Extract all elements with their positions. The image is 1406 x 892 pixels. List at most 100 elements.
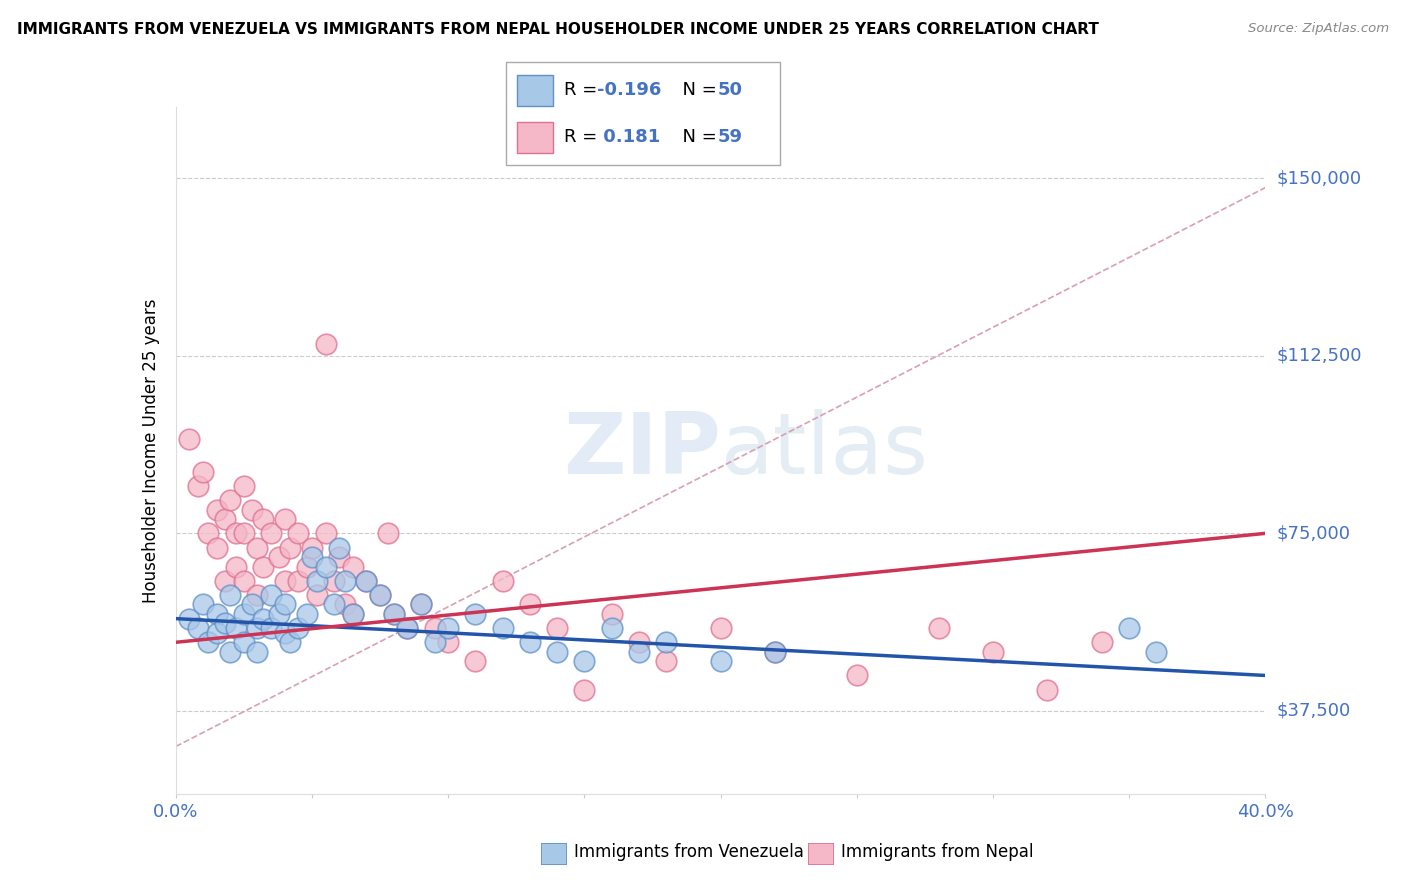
Point	[763, 645, 786, 659]
Point	[246, 621, 269, 635]
Point	[655, 654, 678, 668]
Point	[437, 635, 460, 649]
Point	[333, 574, 356, 588]
Point	[600, 621, 623, 635]
Text: N =: N =	[671, 81, 723, 99]
Point	[274, 625, 297, 640]
Point	[186, 621, 209, 635]
Text: R =: R =	[564, 81, 603, 99]
Point	[464, 654, 486, 668]
Point	[269, 607, 291, 621]
Point	[260, 526, 283, 541]
Point	[301, 549, 323, 564]
Point	[356, 574, 378, 588]
Text: -0.196: -0.196	[596, 81, 661, 99]
Point	[225, 526, 247, 541]
Point	[287, 526, 309, 541]
Point	[232, 526, 254, 541]
Text: $150,000: $150,000	[1277, 169, 1361, 187]
Point	[1036, 682, 1059, 697]
Point	[252, 559, 274, 574]
Point	[246, 645, 269, 659]
Point	[315, 526, 337, 541]
Text: $112,500: $112,500	[1277, 347, 1362, 365]
Point	[655, 635, 678, 649]
Point	[377, 526, 399, 541]
Point	[274, 512, 297, 526]
Point	[295, 559, 318, 574]
Point	[287, 621, 309, 635]
Text: atlas: atlas	[721, 409, 928, 492]
FancyBboxPatch shape	[506, 62, 780, 165]
Text: $75,000: $75,000	[1277, 524, 1351, 542]
Y-axis label: Householder Income Under 25 years: Householder Income Under 25 years	[142, 298, 160, 603]
Point	[1118, 621, 1140, 635]
Point	[232, 635, 254, 649]
Point	[252, 512, 274, 526]
Point	[322, 574, 344, 588]
Point	[928, 621, 950, 635]
Point	[240, 598, 263, 612]
Point	[333, 598, 356, 612]
Point	[246, 588, 269, 602]
Text: 59: 59	[717, 128, 742, 146]
Point	[232, 574, 254, 588]
Point	[519, 598, 541, 612]
Point	[278, 541, 301, 555]
Point	[382, 607, 405, 621]
Point	[191, 598, 214, 612]
Text: Immigrants from Nepal: Immigrants from Nepal	[841, 843, 1033, 861]
Point	[627, 635, 650, 649]
Point	[763, 645, 786, 659]
Point	[423, 621, 446, 635]
Point	[246, 541, 269, 555]
Point	[437, 621, 460, 635]
Point	[342, 559, 364, 574]
Point	[492, 621, 515, 635]
Point	[981, 645, 1004, 659]
Point	[269, 549, 291, 564]
Point	[274, 598, 297, 612]
Point	[356, 574, 378, 588]
Point	[205, 607, 228, 621]
Point	[322, 598, 344, 612]
Point	[219, 645, 242, 659]
Point	[179, 432, 201, 446]
Point	[328, 541, 350, 555]
Point	[301, 541, 323, 555]
Point	[197, 526, 219, 541]
Point	[546, 621, 568, 635]
Point	[1091, 635, 1114, 649]
Point	[1144, 645, 1167, 659]
Point	[191, 465, 214, 479]
Point	[307, 588, 329, 602]
Point	[232, 607, 254, 621]
Point	[409, 598, 432, 612]
FancyBboxPatch shape	[517, 122, 553, 153]
Point	[382, 607, 405, 621]
Point	[600, 607, 623, 621]
Point	[710, 621, 733, 635]
Point	[186, 479, 209, 493]
Point	[260, 621, 283, 635]
Point	[260, 588, 283, 602]
Text: 0.181: 0.181	[596, 128, 659, 146]
Point	[197, 635, 219, 649]
Point	[546, 645, 568, 659]
Point	[307, 574, 329, 588]
Point	[225, 621, 247, 635]
Point	[274, 574, 297, 588]
Text: ZIP: ZIP	[562, 409, 721, 492]
Point	[519, 635, 541, 649]
Point	[409, 598, 432, 612]
Point	[287, 574, 309, 588]
Point	[396, 621, 419, 635]
Point	[492, 574, 515, 588]
Point	[315, 337, 337, 351]
Point	[368, 588, 391, 602]
Text: R =: R =	[564, 128, 603, 146]
Point	[179, 612, 201, 626]
Point	[368, 588, 391, 602]
Point	[225, 559, 247, 574]
Point	[423, 635, 446, 649]
